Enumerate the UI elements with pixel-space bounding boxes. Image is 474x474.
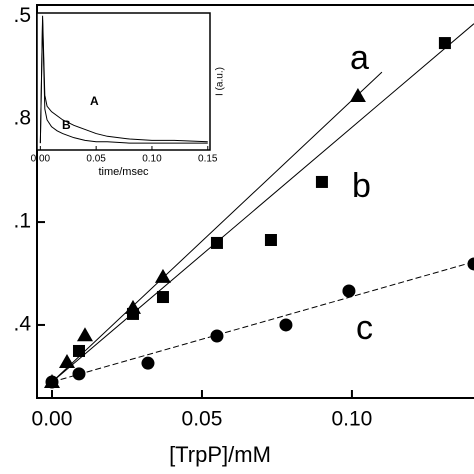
- point: [279, 318, 293, 332]
- fit-line: [51, 71, 383, 383]
- x-tick-label: 0.05: [182, 408, 223, 431]
- series-label: a: [350, 39, 369, 77]
- x-tick-label: 0.10: [331, 408, 372, 431]
- inset-curve-label: A: [90, 94, 99, 108]
- inset-curve: [39, 15, 208, 144]
- point: [438, 37, 451, 50]
- point: [141, 356, 155, 370]
- inset-y-label: I (a.u.): [215, 67, 226, 96]
- point: [349, 87, 366, 102]
- point: [210, 236, 223, 249]
- point: [264, 234, 277, 247]
- y-tick-label: .1: [13, 210, 31, 233]
- x-tick-label: 0.00: [32, 408, 73, 431]
- fit-line: [51, 261, 474, 383]
- point: [342, 284, 356, 298]
- inset-x-tick-label: 0.10: [142, 154, 162, 165]
- inset-curve-label: B: [62, 118, 71, 132]
- point: [72, 344, 85, 357]
- inset-x-tick-label: 0.05: [86, 154, 106, 165]
- point: [72, 367, 86, 381]
- y-tick-label: .4: [13, 313, 31, 336]
- inset-frame: [36, 12, 211, 151]
- point: [315, 175, 328, 188]
- inset-x-tick-label: 0.00: [31, 154, 51, 165]
- point: [126, 307, 139, 320]
- inset-x-tick-label: 0.15: [198, 154, 218, 165]
- point: [58, 353, 75, 368]
- point: [154, 268, 171, 283]
- point: [45, 375, 59, 389]
- point: [156, 291, 169, 304]
- x-axis-label: [TrpP]/mM: [169, 442, 271, 467]
- series-label: c: [356, 309, 373, 347]
- y-tick-label: .5: [13, 4, 31, 27]
- point: [210, 329, 224, 343]
- point: [467, 257, 474, 271]
- fit-line: [51, 23, 474, 383]
- series-label: b: [352, 167, 371, 205]
- point: [76, 327, 93, 342]
- inset-x-label: time/msec: [98, 166, 149, 178]
- inset-curve: [39, 19, 208, 144]
- y-tick-label: .8: [13, 107, 31, 130]
- plot-frame: [36, 4, 474, 399]
